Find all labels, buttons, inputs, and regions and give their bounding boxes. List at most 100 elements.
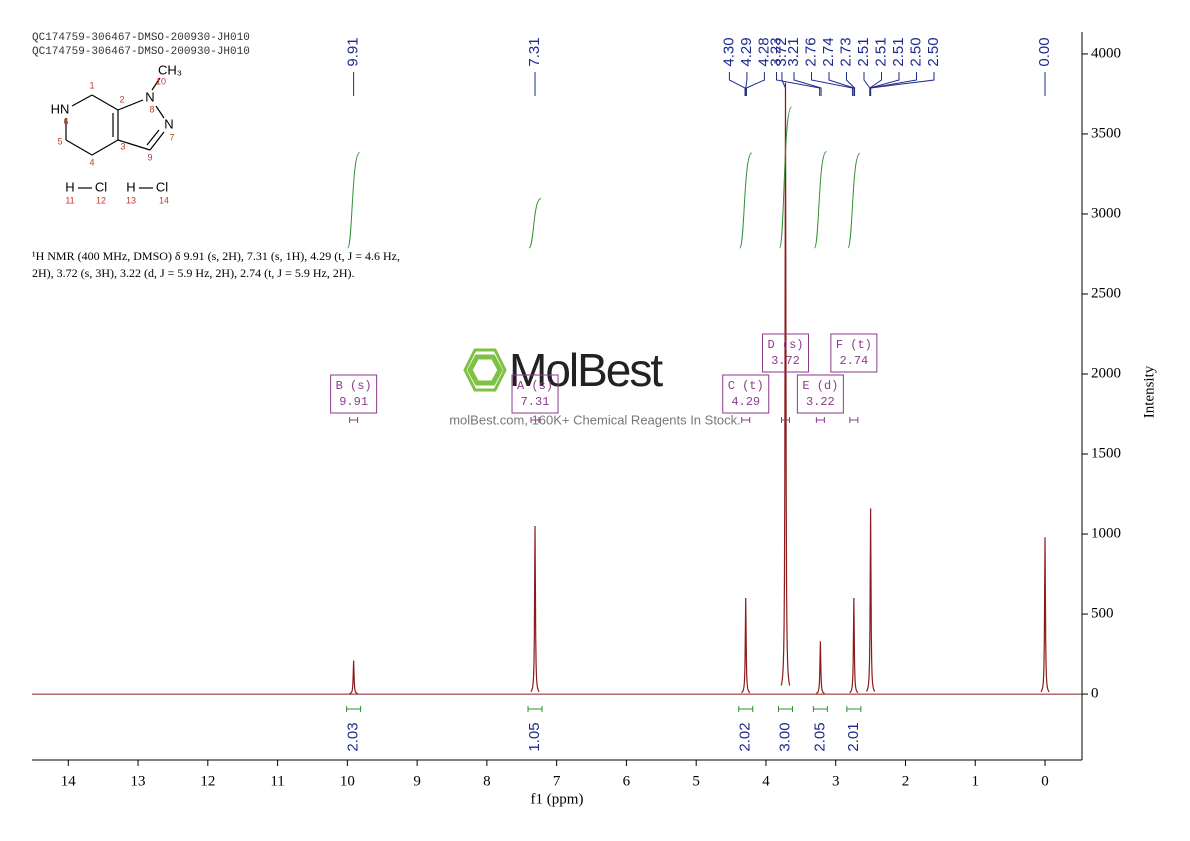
peak: [849, 598, 859, 694]
multiplet-label: A (s): [517, 379, 553, 393]
integral-label: 2.03: [345, 722, 362, 751]
x-tick-label: 10: [340, 773, 355, 789]
peak-label-connector: [776, 72, 821, 96]
bond: [146, 129, 160, 146]
peak-label: 2.50: [925, 37, 942, 66]
multiplet-shift: 4.29: [731, 395, 760, 409]
atom-number: 13: [126, 195, 136, 205]
peak: [741, 598, 751, 694]
integral-bracket: [777, 706, 793, 712]
peak: [865, 508, 876, 692]
multiplet-shift: 3.22: [806, 395, 835, 409]
peak-label: 2.73: [837, 37, 854, 66]
peak-label: 7.31: [526, 37, 543, 66]
multiplet-box: [761, 333, 809, 373]
peak-label: 2.50: [907, 37, 924, 66]
bond: [151, 77, 161, 91]
y-tick-label: 2000: [1091, 365, 1121, 381]
x-tick-label: 2: [902, 773, 910, 789]
peak-label: 3.72: [773, 37, 790, 66]
atom-number: 4: [89, 157, 94, 167]
nmr-description: 2H), 3.72 (s, 3H), 3.22 (d, J = 5.9 Hz, …: [32, 266, 355, 280]
logo-hexagon: [467, 354, 503, 386]
peak-label: 2.51: [872, 37, 889, 66]
integral-curve: [779, 106, 792, 249]
peak: [530, 526, 540, 693]
x-tick-label: 9: [413, 773, 421, 789]
peak-label: 4.30: [720, 37, 737, 66]
peak-label: 3.21: [785, 37, 802, 66]
x-tick-label: 8: [483, 773, 491, 789]
x-axis-label: f1 (ppm): [531, 791, 584, 807]
peak-label-connector: [781, 72, 786, 96]
structure: [65, 77, 165, 189]
peak: [349, 660, 358, 695]
atom-label: H: [126, 179, 135, 194]
atom-number: 1: [89, 80, 94, 90]
peak-label: 4.28: [755, 37, 772, 66]
atom-number: 9: [147, 152, 152, 162]
peak-label: 2.74: [820, 37, 837, 66]
integral-bracket: [346, 706, 362, 712]
bond: [155, 105, 165, 119]
multiplet-label: B (s): [336, 379, 372, 393]
integral-bracket: [846, 706, 862, 712]
atom-label: CH₃: [158, 62, 182, 77]
atom-number: 6: [63, 116, 68, 126]
x-tick-label: 4: [762, 773, 770, 789]
peak-label-connector: [863, 72, 871, 96]
x-tick-label: 5: [692, 773, 700, 789]
multiplet-range: [780, 417, 790, 423]
peak-label-connector: [811, 72, 853, 96]
multiplet-shift: 7.31: [521, 395, 550, 409]
peak-label-connector: [869, 72, 883, 96]
atom-number: 5: [57, 136, 62, 146]
integral-curve: [739, 152, 753, 249]
watermark-logo: [463, 348, 507, 392]
multiplet-box: [796, 374, 844, 414]
peak-label-connector: [745, 72, 748, 96]
peak-label: 0.00: [1036, 37, 1053, 66]
multiplet-range: [349, 417, 359, 423]
nmr-description: ¹H NMR (400 MHz, DMSO) δ 9.91 (s, 2H), 7…: [32, 249, 400, 263]
bond: [149, 131, 165, 151]
integral-bracket: [738, 706, 754, 712]
peak-label-connector: [870, 72, 918, 96]
multiplet-label: D (s): [767, 338, 803, 352]
x-tick-label: 11: [270, 773, 284, 789]
multiplet-shift: 3.72: [771, 354, 800, 368]
multiplet-range: [741, 417, 751, 423]
peak-label-connector: [869, 72, 900, 96]
multiplet-range: [849, 417, 859, 423]
peak-label-connector: [846, 72, 856, 96]
atom-number: 14: [159, 195, 169, 205]
y-tick-label: 3500: [1091, 125, 1121, 141]
peak-label-connector: [828, 72, 855, 96]
bond: [91, 94, 119, 111]
multiplet-label: F (t): [836, 338, 872, 352]
atom-label: Cl: [95, 179, 107, 194]
y-tick-label: 0: [1091, 686, 1099, 702]
peak: [780, 82, 791, 686]
integral-curve: [347, 152, 361, 249]
x-tick-label: 6: [623, 773, 631, 789]
peak-label-connector: [793, 72, 822, 96]
atom-number: 8: [149, 104, 154, 114]
y-tick-label: 3000: [1091, 205, 1121, 221]
integral-bracket: [812, 706, 828, 712]
integral-curve: [847, 153, 861, 249]
bond: [117, 139, 151, 151]
y-tick-label: 2500: [1091, 285, 1121, 301]
peak-label-connector: [745, 72, 765, 96]
multiplet-box: [830, 333, 878, 373]
multiplet-range: [530, 417, 540, 423]
atom-label: N: [145, 89, 154, 104]
x-tick-label: 3: [832, 773, 840, 789]
watermark-brand: MolBest: [509, 344, 663, 396]
multiplet-range: [815, 417, 825, 423]
file-name: QC174759-306467-DMSO-200930-JH010: [32, 32, 250, 44]
logo-hexagon: [463, 348, 507, 392]
y-tick-label: 4000: [1091, 45, 1121, 61]
x-tick-label: 12: [200, 773, 215, 789]
